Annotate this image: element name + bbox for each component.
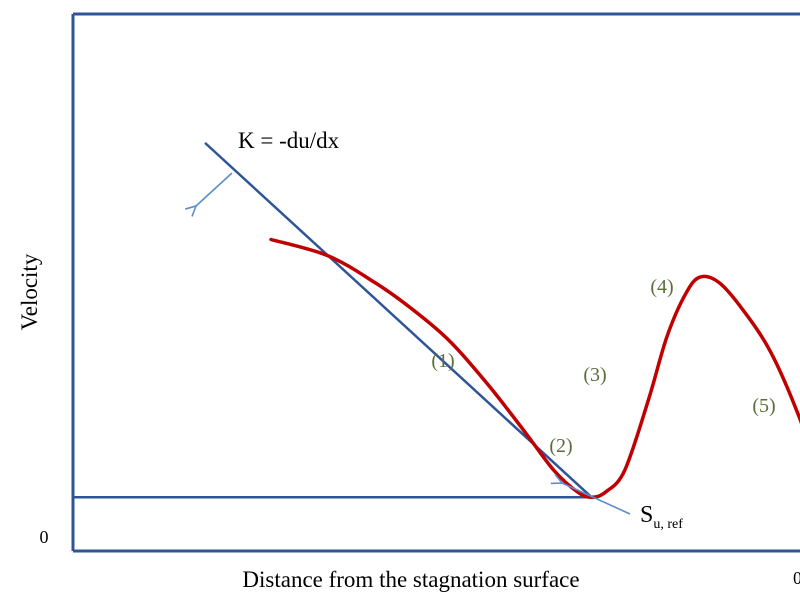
region-label-5: (5): [752, 395, 775, 417]
su-ref-main: S: [640, 502, 653, 528]
region-label-1: (1): [431, 350, 454, 372]
velocity-curve: [269, 237, 800, 500]
tangent-line: [204, 141, 593, 499]
tangent-label: K = -du/dx: [238, 128, 340, 153]
region-label-4: (4): [650, 276, 673, 298]
su-ref-sub: u, ref: [653, 517, 683, 532]
x-axis-label: Distance from the stagnation surface: [242, 567, 579, 592]
su-ref-arrow: [562, 483, 631, 515]
region-label-2: (2): [549, 435, 572, 457]
y-origin-label: 0: [40, 527, 49, 547]
region-label-3: (3): [583, 364, 606, 386]
y-axis-label: Velocity: [17, 253, 42, 330]
tangent-arrow: [196, 172, 233, 206]
su-ref-label: Su, ref: [640, 502, 683, 532]
x-origin-label: 0: [793, 568, 800, 588]
